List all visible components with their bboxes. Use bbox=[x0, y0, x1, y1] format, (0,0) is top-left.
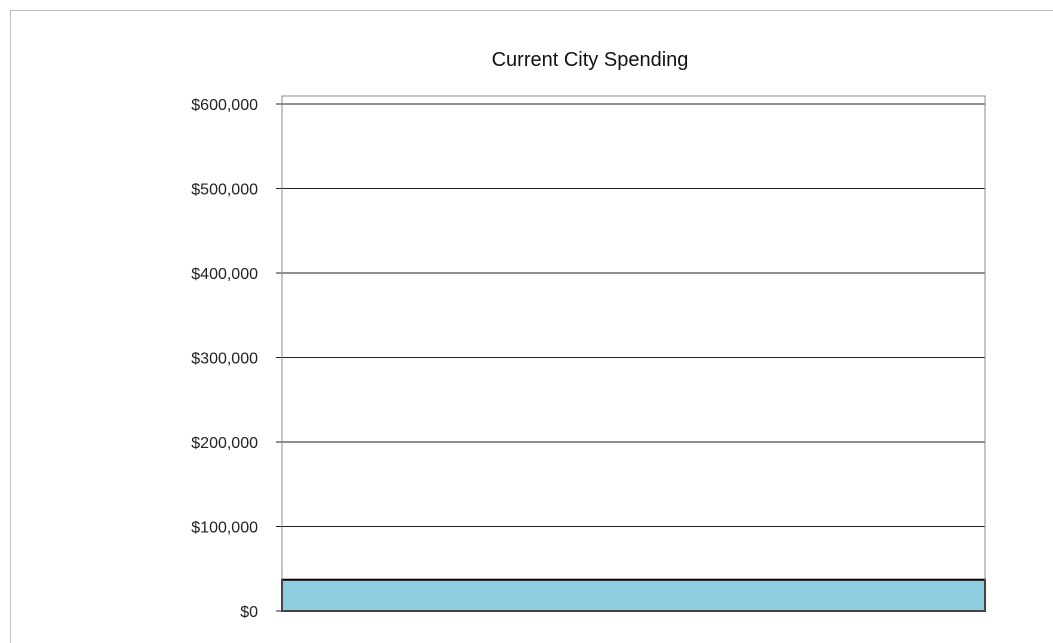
chart-title: Current City Spending bbox=[492, 49, 689, 71]
chart-frame bbox=[10, 10, 1053, 643]
y-tick-label: $0 bbox=[240, 604, 258, 621]
y-tick-label: $600,000 bbox=[191, 97, 258, 114]
y-axis: $0 $100,000 $200,000 $300,000 $400,000 $500,0… bbox=[191, 97, 282, 621]
y-tick-label: $200,000 bbox=[191, 435, 258, 452]
bars bbox=[281, 578, 986, 612]
gridlines bbox=[282, 103, 985, 527]
bar bbox=[281, 578, 986, 612]
y-tick-label: $300,000 bbox=[191, 351, 258, 368]
y-tick-label: $500,000 bbox=[191, 182, 258, 199]
y-tick-label: $100,000 bbox=[191, 520, 258, 537]
plot-area-border bbox=[281, 95, 986, 612]
y-tick-label: $400,000 bbox=[191, 266, 258, 283]
